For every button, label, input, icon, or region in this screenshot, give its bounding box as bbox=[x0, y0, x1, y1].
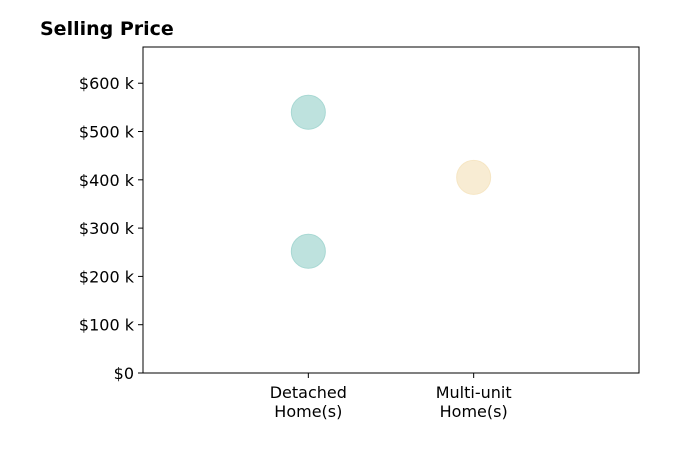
y-axis: $0 $100 k $200 k $300 k $400 k $500 k $600 k bbox=[79, 74, 143, 383]
data-point-2 bbox=[456, 159, 492, 195]
data-point-0 bbox=[290, 94, 326, 130]
y-tick-label: $200 k bbox=[79, 267, 135, 286]
y-tick-label: $600 k bbox=[79, 74, 135, 93]
y-tick-label: $500 k bbox=[79, 123, 135, 142]
y-tick-label: $300 k bbox=[79, 219, 135, 238]
chart-title: Selling Price bbox=[40, 18, 174, 40]
y-tick-label: $100 k bbox=[79, 316, 135, 335]
y-tick-label: $400 k bbox=[79, 171, 135, 190]
y-tick-label: $0 bbox=[114, 364, 134, 383]
x-tick-label: Multi-unit Home(s) bbox=[436, 383, 512, 421]
plot-frame bbox=[142, 46, 640, 374]
points-layer bbox=[290, 94, 492, 269]
data-point-1 bbox=[290, 233, 326, 269]
x-axis: Detached Home(s) Multi-unit Home(s) bbox=[270, 373, 512, 421]
x-tick-label: Detached Home(s) bbox=[270, 383, 347, 421]
